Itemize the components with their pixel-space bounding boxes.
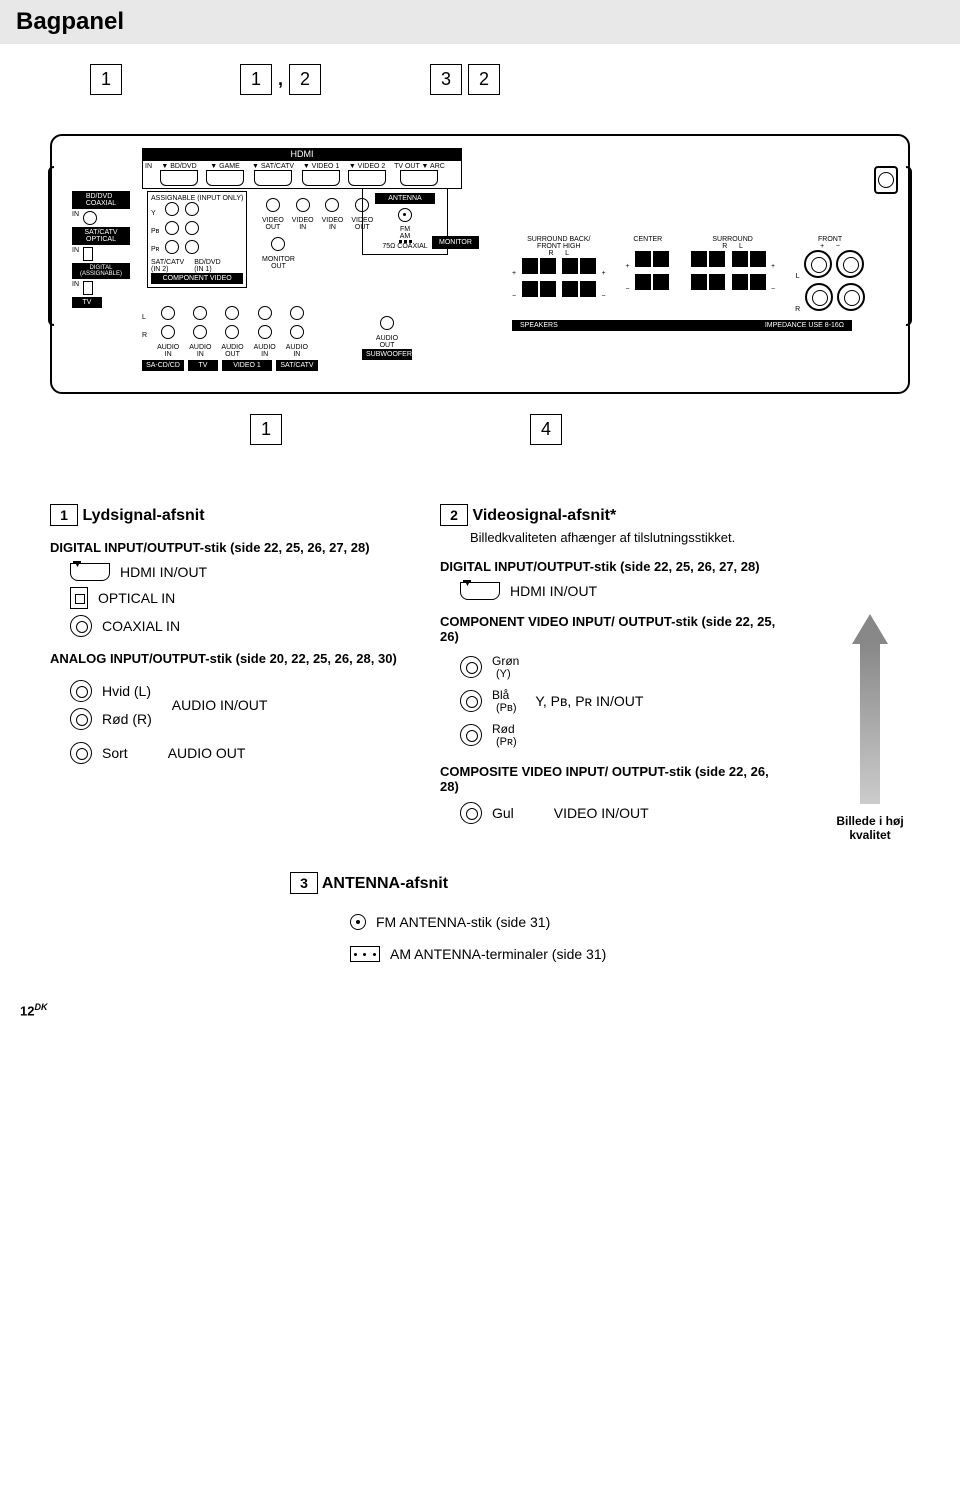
audio-out-label: AUDIO OUT [168,745,246,761]
section-2-num: 2 [440,504,468,526]
white-label: Hvid (L) [102,683,151,699]
top-callouts: 1 1 , 2 3 2 [50,64,910,124]
black-label: Sort [102,745,128,761]
red-sub: (Pʀ) [496,736,517,748]
section-2-subtitle: Billedkvaliteten afhænger af tilslutning… [470,530,790,545]
page-number: 12 [20,1003,34,1018]
am-icon [350,946,380,962]
audio-inout-label: AUDIO IN/OUT [172,697,268,713]
yellow-label: Gul [492,805,514,821]
red-icon-2 [460,724,482,746]
analog-heading: ANALOG INPUT/OUTPUT-stik (side 20, 22, 2… [50,651,400,666]
callout-1c: 1 [250,414,282,445]
hdmi-label-2: HDMI IN/OUT [510,583,597,599]
callout-comma: , [278,69,283,90]
digital-heading-2: DIGITAL INPUT/OUTPUT-stik (side 22, 25, … [440,559,790,574]
composite-heading: COMPOSITE VIDEO INPUT/ OUTPUT-stik (side… [440,764,790,794]
am-label: AM ANTENNA-terminaler (side 31) [390,946,606,962]
blue-sub: (Pʙ) [496,702,517,714]
callout-4: 4 [530,414,562,445]
green-sub: (Y) [496,668,519,680]
quality-label: Billede i høj kvalitet [830,814,910,842]
black-icon [70,742,92,764]
component-heading: COMPONENT VIDEO INPUT/ OUTPUT-stik (side… [440,614,790,644]
section-1-num: 1 [50,504,78,526]
red-label: Rød (R) [102,711,152,727]
callout-2: 2 [289,64,321,95]
optical-icon [70,587,88,609]
green-label: Grøn [492,654,519,668]
hdmi-label: HDMI IN/OUT [120,564,207,580]
optical-label: OPTICAL IN [98,590,175,606]
callout-1: 1 [90,64,122,95]
rear-panel-diagram: HDMI IN ▼ BD/DVD ▼ GAME ▼ SAT/CATV ▼ VID… [50,134,910,394]
digital-heading: DIGITAL INPUT/OUTPUT-stik (side 22, 25, … [50,540,400,555]
callout-2b: 2 [468,64,500,95]
blue-icon [460,690,482,712]
red-icon [70,708,92,730]
green-icon [460,656,482,678]
section-3-num: 3 [290,872,318,894]
ypbpr-label: Y, Pʙ, Pʀ IN/OUT [535,693,643,709]
section-2-title: Videosignal-afsnit [472,507,610,524]
section-2: 2 Videosignal-afsnit* Billedkvaliteten a… [440,504,790,842]
red-label-2: Rød [492,722,517,736]
hdmi-icon-2: ▼ [460,582,500,600]
fm-label: FM ANTENNA-stik (side 31) [376,914,550,930]
white-icon [70,680,92,702]
page-title: Bagpanel [0,0,960,44]
coaxial-label: COAXIAL IN [102,618,180,634]
callout-1b: 1 [240,64,272,95]
page-footer: 12DK [20,1002,940,1018]
callout-3: 3 [430,64,462,95]
page-suffix: DK [34,1002,47,1012]
bottom-callouts: 1 4 [50,414,910,474]
quality-arrow: Billede i høj kvalitet [830,504,910,842]
section-3: 3 ANTENNA-afsnit FM ANTENNA-stik (side 3… [290,872,670,962]
hdmi-icon: ▼ [70,563,110,581]
section-1: 1 Lydsignal-afsnit DIGITAL INPUT/OUTPUT-… [50,504,400,842]
section-3-title: ANTENNA-afsnit [322,875,448,892]
section-1-title: Lydsignal-afsnit [82,507,204,524]
blue-label: Blå [492,688,517,702]
video-inout-label: VIDEO IN/OUT [554,805,649,821]
fm-icon [350,914,366,930]
asterisk: * [610,507,616,524]
coaxial-icon [70,615,92,637]
yellow-icon [460,802,482,824]
